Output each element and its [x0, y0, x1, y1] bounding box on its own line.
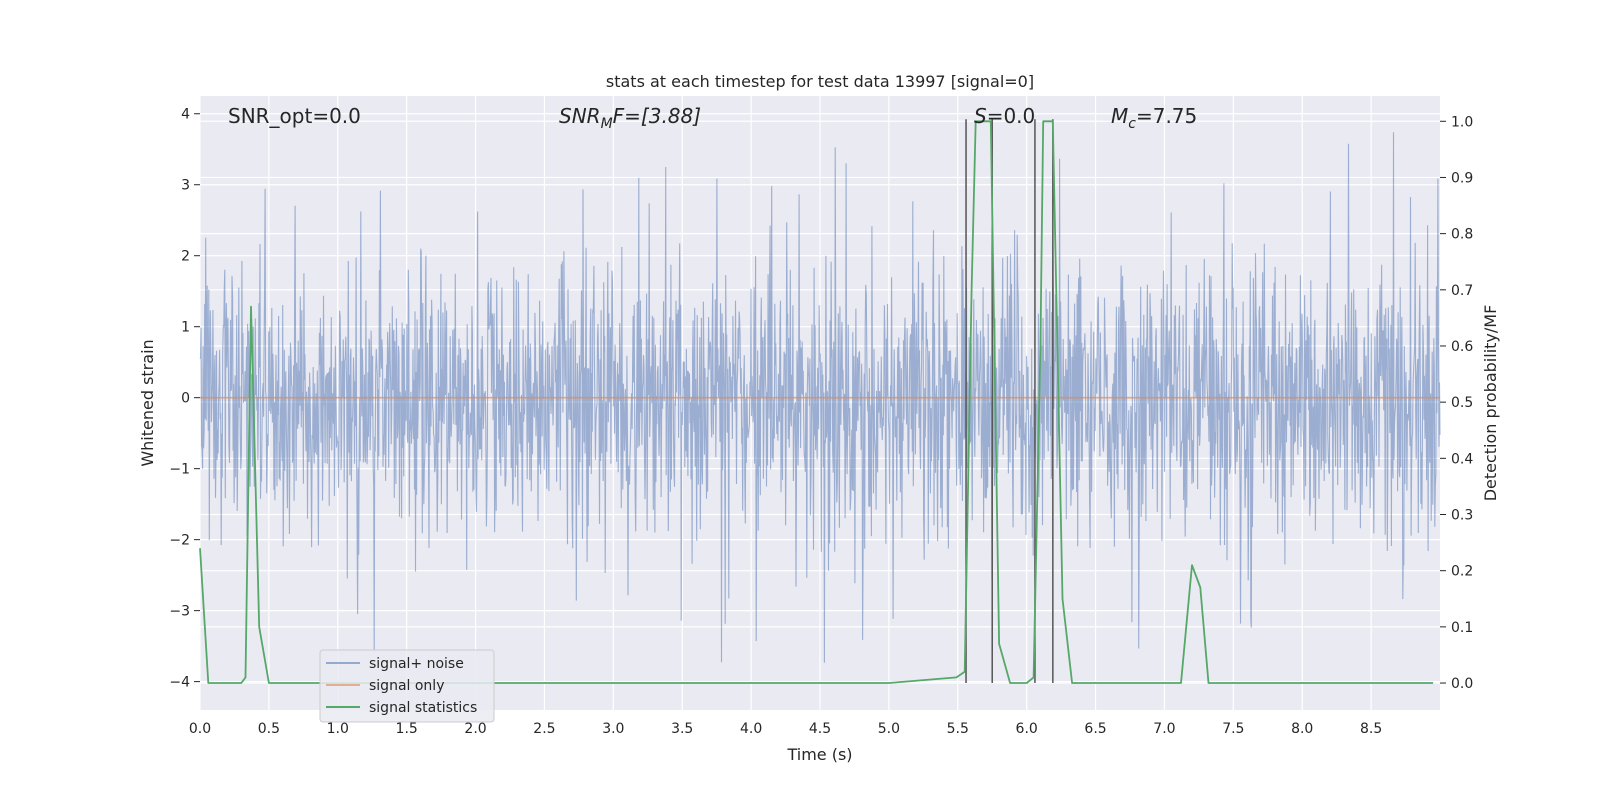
x-tick-label-8: 4.0 [740, 721, 762, 737]
x-tick-label-3: 1.5 [396, 721, 418, 737]
noise-line [199, 132, 1441, 663]
y-tick-label-7: 3 [181, 178, 190, 194]
y-tick-label-0: −4 [169, 675, 190, 691]
x-tick-label-11: 5.5 [947, 721, 969, 737]
annotation-snr-opt: SNR_opt=0.0 [228, 104, 361, 128]
signal-statistics-line [199, 120, 1434, 684]
y2-tick-label-3: 0.3 [1451, 508, 1473, 524]
x-tick-label-9: 4.5 [809, 721, 831, 737]
y-tick-label-1: −3 [169, 604, 190, 620]
y2-tick-label-7: 0.7 [1451, 283, 1473, 299]
y-axis-right: 0.0 0.1 0.2 0.3 0.4 0.5 0.6 0.7 0.8 0.9 1.0 [1440, 114, 1473, 692]
annotation-s: S=0.0 [974, 104, 1035, 128]
x-tick-label-6: 3.0 [602, 721, 624, 737]
x-axis-label: Time (s) [786, 745, 852, 764]
y2-tick-label-1: 0.1 [1451, 620, 1473, 636]
x-tick-label-17: 8.5 [1360, 721, 1382, 737]
legend-box [319, 649, 495, 723]
x-tick-label-13: 6.5 [1084, 721, 1106, 737]
y-axis-left: −4 −3 −2 −1 0 1 2 3 4 [169, 107, 200, 691]
series-signal-statistics [199, 120, 1434, 684]
y-tick-label-6: 2 [181, 249, 190, 265]
y2-tick-label-4: 0.4 [1451, 451, 1473, 467]
y2-tick-label-9: 0.9 [1451, 170, 1473, 186]
y-tick-label-4: 0 [181, 391, 190, 407]
y-axis-label: Whitened strain [138, 339, 157, 466]
x-tick-label-2: 1.0 [327, 721, 349, 737]
y2-tick-label-10: 1.0 [1451, 114, 1473, 130]
x-tick-label-14: 7.0 [1153, 721, 1175, 737]
y2-axis-label: Detection probability/MF [1481, 305, 1500, 502]
legend-label-signal-only: signal only [369, 678, 444, 694]
x-tick-label-0: 0.0 [189, 721, 211, 737]
y-tick-label-3: −1 [169, 462, 190, 478]
y2-tick-label-0: 0.0 [1451, 676, 1473, 692]
x-tick-label-15: 7.5 [1222, 721, 1244, 737]
annotation-mc: Mc=7.75 [1111, 104, 1197, 132]
legend-label-signal-statistics: signal statistics [369, 700, 477, 716]
x-tick-label-4: 2.0 [464, 721, 486, 737]
x-axis: 0.0 0.5 1.0 1.5 2.0 2.5 3.0 3.5 4.0 4.5 5.0 5.5 6.0 6… [189, 721, 1382, 737]
y2-tick-label-5: 0.5 [1451, 395, 1473, 411]
x-tick-label-5: 2.5 [533, 721, 555, 737]
annotation-snr-mf: SNRMF=[3.88] [559, 104, 701, 132]
y2-tick-label-6: 0.6 [1451, 339, 1473, 355]
x-tick-label-12: 6.0 [1016, 721, 1038, 737]
y-tick-label-2: −2 [169, 533, 190, 549]
legend-label-signal-noise: signal+ noise [369, 656, 464, 672]
x-tick-label-1: 0.5 [258, 721, 280, 737]
y-tick-label-5: 1 [181, 320, 190, 336]
chart-title: stats at each timestep for test data 139… [606, 72, 1034, 91]
x-tick-label-7: 3.5 [671, 721, 693, 737]
y2-tick-label-8: 0.8 [1451, 227, 1473, 243]
series-signal-noise [199, 132, 1441, 663]
y2-tick-label-2: 0.2 [1451, 564, 1473, 580]
legend: signal+ noise signal only signal statist… [319, 649, 495, 723]
y-tick-label-8: 4 [181, 107, 190, 123]
x-tick-label-16: 8.0 [1291, 721, 1313, 737]
x-tick-label-10: 5.0 [878, 721, 900, 737]
